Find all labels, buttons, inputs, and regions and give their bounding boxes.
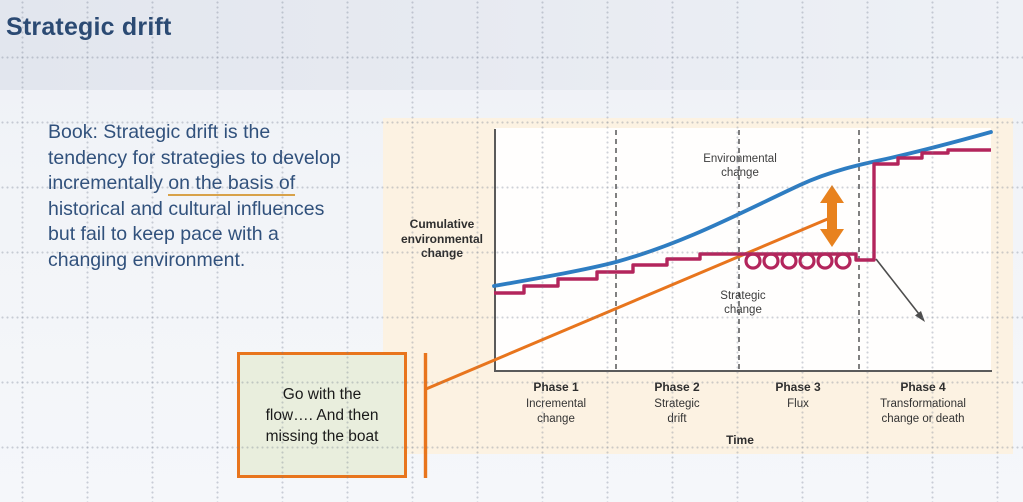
phase-3-subtitle: Flux xyxy=(787,397,809,410)
y-axis-label-line: change xyxy=(420,246,463,260)
definition-line: tendency for strategies to develop xyxy=(48,146,341,169)
phase-1-title: Phase 1 xyxy=(533,380,579,394)
definition-line: Book: Strategic drift is the xyxy=(48,121,271,143)
phase-4-title: Phase 4 xyxy=(900,380,946,394)
underlined-phrase: on the basis of xyxy=(168,172,296,196)
phase-1-subtitle: change xyxy=(537,413,575,425)
y-axis-label-line: environmental xyxy=(400,231,484,246)
y-axis-label: Cumulative environmental change xyxy=(388,217,496,261)
phase-4-subtitle: change or death xyxy=(881,413,965,425)
callout-box: Go with the flow…. And then missing the … xyxy=(237,352,407,478)
strategic-change-label-line: Strategic xyxy=(720,290,766,302)
definition-line: but fail to keep pace with a xyxy=(48,223,279,245)
strategic-change-label-line: change xyxy=(724,304,762,316)
callout-line: Go with the xyxy=(282,385,362,403)
phase-2-label: Phase 2 Strategic drift xyxy=(622,380,732,428)
definition-line: historical and cultural influences xyxy=(48,197,325,220)
environmental-change-label: Environmental change xyxy=(670,152,810,180)
page-title: Strategic drift xyxy=(6,13,172,41)
definition-line: changing environment. xyxy=(48,248,246,271)
y-axis-label-line: Cumulative xyxy=(409,217,475,231)
header-band xyxy=(0,0,1023,90)
callout-line: flow…. And then xyxy=(265,406,379,424)
phase-4-label: Phase 4 Transformational change or death xyxy=(858,380,988,428)
phase-2-subtitle: Strategic xyxy=(654,397,700,410)
phase-1-subtitle: Incremental xyxy=(525,397,587,410)
phase-3-label: Phase 3 Flux xyxy=(743,380,853,412)
environmental-change-label-line: Environmental xyxy=(703,153,777,165)
phase-1-label: Phase 1 Incremental change xyxy=(501,380,611,428)
phase-2-subtitle: drift xyxy=(667,413,687,425)
phase-2-title: Phase 2 xyxy=(654,380,700,394)
environmental-change-label-line: change xyxy=(721,167,759,179)
definition-paragraph: Book: Strategic drift is the tendency fo… xyxy=(48,120,384,273)
definition-line: incrementally xyxy=(48,172,169,194)
callout-line: missing the boat xyxy=(265,427,379,445)
phase-3-title: Phase 3 xyxy=(775,380,821,394)
strategic-change-label: Strategic change xyxy=(683,289,803,317)
x-axis-label: Time xyxy=(726,433,754,447)
callout-text: Go with the flow…. And then missing the … xyxy=(266,384,379,447)
phase-4-subtitle: Transformational xyxy=(880,397,966,410)
